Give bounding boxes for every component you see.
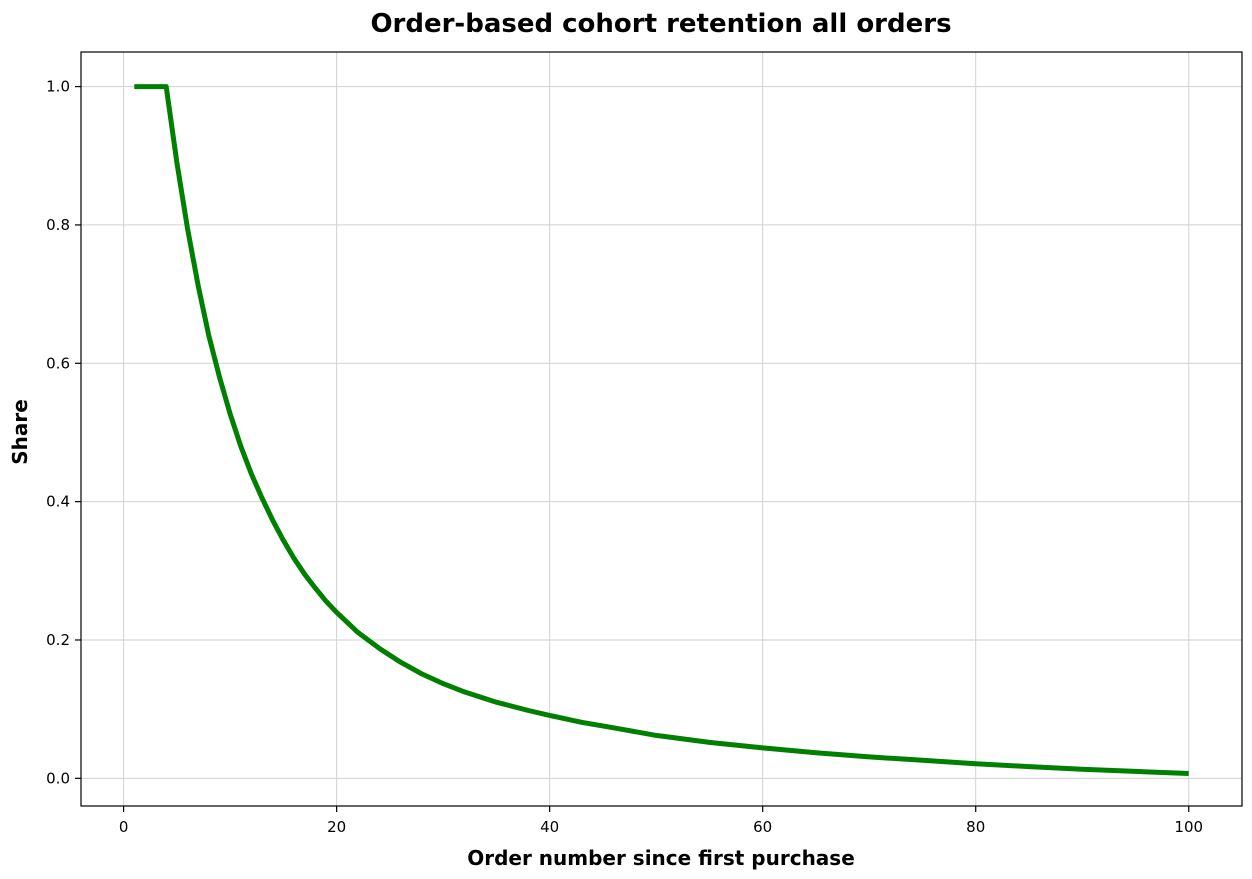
y-tick-label: 1.0 bbox=[46, 78, 70, 96]
y-tick-label: 0.0 bbox=[46, 769, 70, 787]
series-layer bbox=[134, 84, 1189, 776]
y-tick-label: 0.8 bbox=[46, 216, 70, 234]
chart-title: Order-based cohort retention all orders bbox=[370, 9, 951, 39]
retention-line bbox=[134, 84, 1189, 776]
x-axis-label: Order number since first purchase bbox=[467, 846, 855, 870]
x-tick-label: 60 bbox=[753, 818, 772, 836]
x-tick-label: 80 bbox=[966, 818, 985, 836]
y-tick-label: 0.4 bbox=[46, 493, 70, 511]
y-axis-label: Share bbox=[8, 399, 32, 465]
axis-ticks: 0 20 40 60 80 100 0.0 0.2 0.4 0.6 0.8 1.0 bbox=[46, 78, 1203, 836]
plot-frame bbox=[80, 51, 1243, 807]
y-tick-label: 0.2 bbox=[46, 631, 70, 649]
x-tick-label: 100 bbox=[1174, 818, 1203, 836]
x-tick-label: 20 bbox=[327, 818, 346, 836]
y-tick-label: 0.6 bbox=[46, 354, 70, 372]
grid bbox=[81, 52, 1242, 806]
x-tick-label: 40 bbox=[540, 818, 559, 836]
x-tick-label: 0 bbox=[119, 818, 129, 836]
